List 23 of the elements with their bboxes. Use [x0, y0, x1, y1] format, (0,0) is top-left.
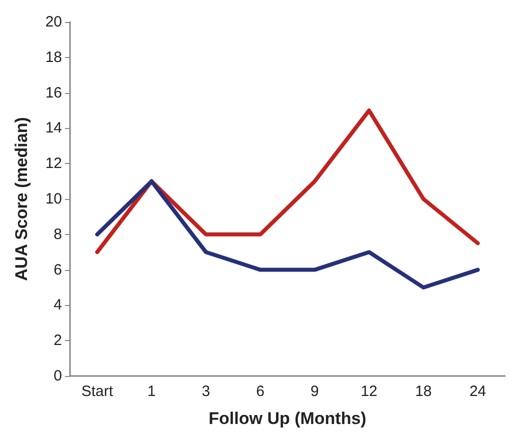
- x-tick-label: 9: [310, 383, 319, 400]
- x-axis-title: Follow Up (Months): [208, 409, 366, 428]
- y-tick-label: 4: [54, 296, 62, 314]
- x-tick-label: 18: [415, 383, 432, 400]
- line-series: [95, 108, 480, 254]
- y-tick-label: 18: [45, 48, 62, 66]
- y-tick-label: 16: [45, 84, 62, 102]
- x-tick-label: 6: [256, 383, 264, 400]
- x-tick-label: 24: [469, 383, 486, 400]
- y-tick-label: 2: [54, 332, 62, 350]
- y-tick-label: 6: [54, 261, 62, 278]
- y-tick-label: 12: [45, 155, 62, 172]
- y-tick-label: 10: [45, 190, 62, 208]
- x-tick-label: 1: [147, 383, 156, 400]
- x-tick-label: 3: [202, 383, 210, 400]
- y-tick-label: 14: [45, 120, 62, 137]
- y-tick-label: 20: [45, 14, 62, 30]
- line-series: [95, 179, 480, 290]
- y-axis-title: AUA Score (median): [12, 117, 31, 281]
- y-tick-label: 0: [54, 368, 62, 384]
- x-tick-label: Start: [81, 383, 114, 400]
- y-tick-label: 8: [54, 226, 62, 243]
- x-tick-label: 12: [360, 383, 378, 400]
